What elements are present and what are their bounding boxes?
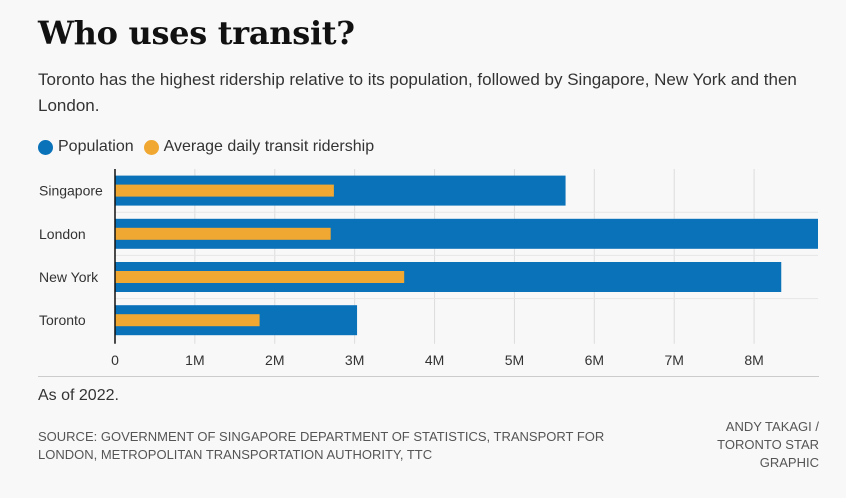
bar-ridership [115, 227, 331, 240]
category-label: Singapore [39, 183, 103, 199]
bar-ridership [115, 271, 405, 283]
legend-swatch-population [38, 139, 53, 155]
x-tick-label: 6M [585, 352, 604, 368]
legend-label-ridership: Average daily transit ridership [163, 138, 375, 155]
chart-note: As of 2022. [38, 387, 119, 404]
legend-item-ridership: Average daily transit ridership [143, 138, 375, 156]
x-tick-label: 8M [744, 352, 763, 368]
x-tick-label: 4M [425, 352, 444, 368]
x-tick-label: 7M [664, 352, 683, 368]
legend-label-population: Population [58, 138, 134, 155]
chart-legend: Population Average daily transit ridersh… [38, 138, 384, 156]
x-tick-label: 5M [505, 352, 524, 368]
bar-ridership [115, 314, 260, 327]
source-text: SOURCE: GOVERNMENT OF SINGAPORE DEPARTME… [38, 429, 605, 462]
credit-text: ANDY TAKAGI / TORONTO STAR GRAPHIC [717, 419, 819, 470]
x-tick-label: 1M [185, 352, 204, 368]
x-tick-label: 2M [265, 352, 284, 368]
bar-chart: Singapore London New York Toronto 0 1M 2M 3M 4M 5… [39, 169, 818, 368]
x-tick-label: 0 [111, 352, 119, 368]
footer-divider [38, 376, 819, 377]
chart-title: Who uses transit? [38, 14, 355, 52]
x-tick-label: 3M [345, 352, 364, 368]
category-label: London [39, 226, 86, 242]
category-label: New York [39, 269, 99, 285]
legend-swatch-ridership [143, 139, 159, 155]
bar-ridership [115, 184, 334, 197]
legend-item-population: Population [38, 138, 134, 156]
category-label: Toronto [39, 312, 86, 328]
chart-subtitle: Toronto has the highest ridership relati… [38, 70, 797, 115]
